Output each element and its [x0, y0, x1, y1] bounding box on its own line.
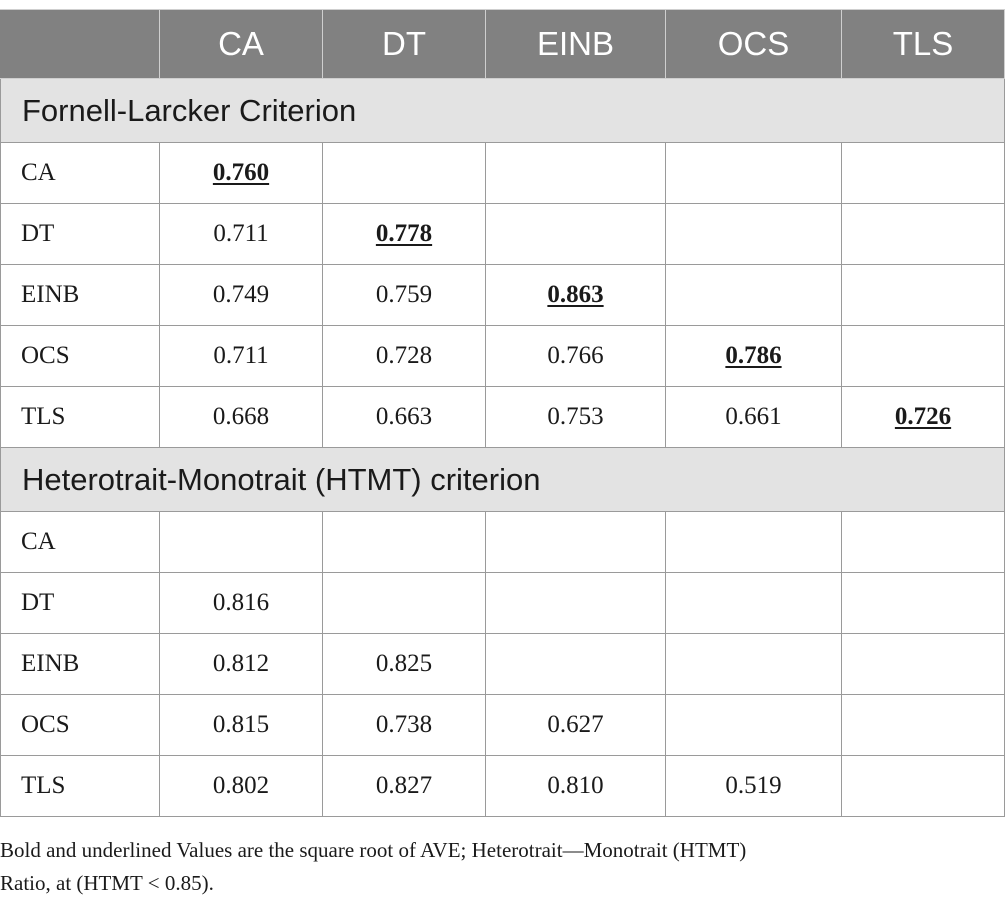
table-cell: [485, 572, 666, 634]
header-cell-dt: DT: [322, 9, 486, 79]
row-label: OCS: [0, 325, 160, 387]
table-cell: [665, 511, 842, 573]
table-row: DT 0.816: [0, 572, 1005, 634]
table-cell: [322, 142, 486, 204]
table-cell: [485, 142, 666, 204]
table-cell: 0.786: [665, 325, 842, 387]
table-row: TLS 0.668 0.663 0.753 0.661 0.726: [0, 386, 1005, 448]
table-cell: 0.816: [159, 572, 323, 634]
footnote-line-1: Bold and underlined Values are the squar…: [0, 838, 747, 862]
table-cell: 0.753: [485, 386, 666, 448]
table-cell: [665, 264, 842, 326]
table-cell: [841, 694, 1005, 756]
table-cell: [159, 511, 323, 573]
table-cell: 0.627: [485, 694, 666, 756]
table-cell: 0.778: [322, 203, 486, 265]
table-row: OCS 0.815 0.738 0.627: [0, 694, 1005, 756]
table-cell: [665, 633, 842, 695]
table-cell: 0.749: [159, 264, 323, 326]
table-cell: 0.661: [665, 386, 842, 448]
table-cell: 0.812: [159, 633, 323, 695]
table-cell: 0.827: [322, 755, 486, 817]
table-cell: [665, 203, 842, 265]
table-cell: 0.663: [322, 386, 486, 448]
row-label: DT: [0, 203, 160, 265]
table-cell: [322, 572, 486, 634]
section-row-fornell-larcker: Fornell-Larcker Criterion: [0, 78, 1005, 143]
row-label: OCS: [0, 694, 160, 756]
header-cell-einb: EINB: [485, 9, 666, 79]
table-cell: [322, 511, 486, 573]
header-row: CA DT EINB OCS TLS: [0, 9, 1005, 79]
table-cell: 0.815: [159, 694, 323, 756]
table-cell: 0.728: [322, 325, 486, 387]
row-label: CA: [0, 511, 160, 573]
header-cell-tls: TLS: [841, 9, 1005, 79]
table-cell: 0.825: [322, 633, 486, 695]
table-row: OCS 0.711 0.728 0.766 0.786: [0, 325, 1005, 387]
table-cell: 0.711: [159, 203, 323, 265]
table-cell: 0.726: [841, 386, 1005, 448]
table-cell: [485, 633, 666, 695]
table-row: EINB 0.812 0.825: [0, 633, 1005, 695]
header-cell-corner: [0, 9, 160, 79]
table-cell: [665, 572, 842, 634]
table-cell: [485, 511, 666, 573]
table-cell: [841, 203, 1005, 265]
table-row: DT 0.711 0.778: [0, 203, 1005, 265]
table-row: CA 0.760: [0, 142, 1005, 204]
table-cell: 0.668: [159, 386, 323, 448]
section-row-htmt: Heterotrait-Monotrait (HTMT) criterion: [0, 447, 1005, 512]
row-label: EINB: [0, 264, 160, 326]
table-row: TLS 0.802 0.827 0.810 0.519: [0, 755, 1005, 817]
table-cell: [485, 203, 666, 265]
row-label: TLS: [0, 755, 160, 817]
table-cell: 0.766: [485, 325, 666, 387]
footnote-line-2: Ratio, at (HTMT < 0.85).: [0, 871, 214, 895]
table-cell: 0.810: [485, 755, 666, 817]
table-row: CA: [0, 511, 1005, 573]
table-cell: [841, 325, 1005, 387]
row-label: TLS: [0, 386, 160, 448]
table-cell: [841, 633, 1005, 695]
table-cell: [841, 572, 1005, 634]
table-cell: 0.802: [159, 755, 323, 817]
table-cell: [841, 511, 1005, 573]
table-footnote: Bold and underlined Values are the squar…: [0, 834, 1000, 900]
row-label: DT: [0, 572, 160, 634]
table-cell: [841, 755, 1005, 817]
table-cell: [665, 694, 842, 756]
table-cell: 0.760: [159, 142, 323, 204]
table-row: EINB 0.749 0.759 0.863: [0, 264, 1005, 326]
table-cell: 0.711: [159, 325, 323, 387]
table-cell: 0.759: [322, 264, 486, 326]
validity-table: CA DT EINB OCS TLS Fornell-Larcker Crite…: [0, 9, 1005, 817]
table-cell: [841, 264, 1005, 326]
table-cell: [841, 142, 1005, 204]
table-cell: 0.519: [665, 755, 842, 817]
section-title: Fornell-Larcker Criterion: [0, 78, 1005, 143]
table-cell: 0.863: [485, 264, 666, 326]
header-cell-ca: CA: [159, 9, 323, 79]
header-cell-ocs: OCS: [665, 9, 842, 79]
table-cell: 0.738: [322, 694, 486, 756]
table-cell: [665, 142, 842, 204]
row-label: EINB: [0, 633, 160, 695]
section-title: Heterotrait-Monotrait (HTMT) criterion: [0, 447, 1005, 512]
row-label: CA: [0, 142, 160, 204]
